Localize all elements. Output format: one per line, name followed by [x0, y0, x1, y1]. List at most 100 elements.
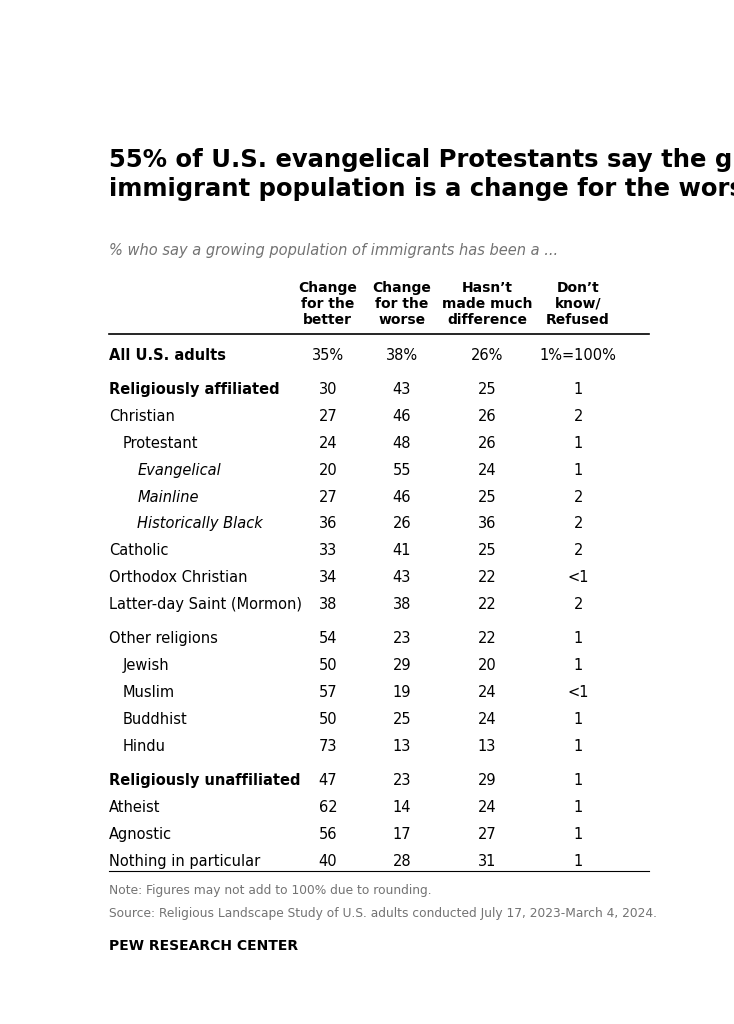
- Text: 33: 33: [319, 543, 337, 558]
- Text: 22: 22: [478, 632, 496, 646]
- Text: 25: 25: [478, 382, 496, 397]
- Text: 20: 20: [319, 463, 337, 478]
- Text: Historically Black: Historically Black: [137, 516, 263, 531]
- Text: 1: 1: [573, 712, 583, 727]
- Text: 56: 56: [319, 827, 337, 842]
- Text: 29: 29: [478, 773, 496, 788]
- Text: 2: 2: [573, 543, 583, 558]
- Text: 24: 24: [478, 712, 496, 727]
- Text: Jewish: Jewish: [123, 658, 170, 673]
- Text: Change
for the
worse: Change for the worse: [372, 281, 431, 327]
- Text: Religiously unaffiliated: Religiously unaffiliated: [109, 773, 300, 788]
- Text: Don’t
know/
Refused: Don’t know/ Refused: [546, 281, 610, 327]
- Text: 25: 25: [478, 543, 496, 558]
- Text: 40: 40: [319, 854, 337, 868]
- Text: 46: 46: [393, 410, 411, 424]
- Text: 26: 26: [393, 516, 411, 531]
- Text: 1: 1: [573, 463, 583, 478]
- Text: 54: 54: [319, 632, 337, 646]
- Text: 26%: 26%: [471, 347, 504, 362]
- Text: 41: 41: [393, 543, 411, 558]
- Text: Agnostic: Agnostic: [109, 827, 172, 842]
- Text: Evangelical: Evangelical: [137, 463, 221, 478]
- Text: 38: 38: [319, 597, 337, 611]
- Text: 19: 19: [393, 685, 411, 700]
- Text: Mainline: Mainline: [137, 489, 199, 505]
- Text: 36: 36: [319, 516, 337, 531]
- Text: 24: 24: [478, 463, 496, 478]
- Text: Protestant: Protestant: [123, 436, 198, 451]
- Text: 38: 38: [393, 597, 411, 611]
- Text: Muslim: Muslim: [123, 685, 175, 700]
- Text: 2: 2: [573, 489, 583, 505]
- Text: 2: 2: [573, 516, 583, 531]
- Text: 1%=100%: 1%=100%: [539, 347, 617, 362]
- Text: 1: 1: [573, 800, 583, 815]
- Text: 1: 1: [573, 773, 583, 788]
- Text: 26: 26: [478, 436, 496, 451]
- Text: 46: 46: [393, 489, 411, 505]
- Text: % who say a growing population of immigrants has been a ...: % who say a growing population of immigr…: [109, 243, 558, 258]
- Text: Source: Religious Landscape Study of U.S. adults conducted July 17, 2023-March 4: Source: Religious Landscape Study of U.S…: [109, 907, 657, 921]
- Text: Buddhist: Buddhist: [123, 712, 188, 727]
- Text: Change
for the
better: Change for the better: [299, 281, 357, 327]
- Text: 31: 31: [478, 854, 496, 868]
- Text: 23: 23: [393, 632, 411, 646]
- Text: Latter-day Saint (Mormon): Latter-day Saint (Mormon): [109, 597, 302, 611]
- Text: Other religions: Other religions: [109, 632, 218, 646]
- Text: Nothing in particular: Nothing in particular: [109, 854, 260, 868]
- Text: 13: 13: [478, 738, 496, 754]
- Text: 24: 24: [478, 685, 496, 700]
- Text: 28: 28: [393, 854, 411, 868]
- Text: 27: 27: [319, 410, 337, 424]
- Text: 13: 13: [393, 738, 411, 754]
- Text: 55% of U.S. evangelical Protestants say the growing
immigrant population is a ch: 55% of U.S. evangelical Protestants say …: [109, 148, 734, 201]
- Text: Christian: Christian: [109, 410, 175, 424]
- Text: 22: 22: [478, 570, 496, 585]
- Text: Catholic: Catholic: [109, 543, 168, 558]
- Text: Note: Figures may not add to 100% due to rounding.: Note: Figures may not add to 100% due to…: [109, 884, 432, 897]
- Text: 24: 24: [478, 800, 496, 815]
- Text: <1: <1: [567, 685, 589, 700]
- Text: 23: 23: [393, 773, 411, 788]
- Text: 55: 55: [393, 463, 411, 478]
- Text: Atheist: Atheist: [109, 800, 160, 815]
- Text: 25: 25: [393, 712, 411, 727]
- Text: 50: 50: [319, 658, 337, 673]
- Text: <1: <1: [567, 570, 589, 585]
- Text: Orthodox Christian: Orthodox Christian: [109, 570, 247, 585]
- Text: 22: 22: [478, 597, 496, 611]
- Text: 27: 27: [478, 827, 496, 842]
- Text: 34: 34: [319, 570, 337, 585]
- Text: 43: 43: [393, 570, 411, 585]
- Text: 20: 20: [478, 658, 496, 673]
- Text: All U.S. adults: All U.S. adults: [109, 347, 226, 362]
- Text: 62: 62: [319, 800, 337, 815]
- Text: 1: 1: [573, 632, 583, 646]
- Text: 36: 36: [478, 516, 496, 531]
- Text: 1: 1: [573, 854, 583, 868]
- Text: 25: 25: [478, 489, 496, 505]
- Text: 47: 47: [319, 773, 337, 788]
- Text: 29: 29: [393, 658, 411, 673]
- Text: Hasn’t
made much
difference: Hasn’t made much difference: [442, 281, 532, 327]
- Text: 2: 2: [573, 597, 583, 611]
- Text: PEW RESEARCH CENTER: PEW RESEARCH CENTER: [109, 939, 298, 953]
- Text: Hindu: Hindu: [123, 738, 166, 754]
- Text: 30: 30: [319, 382, 337, 397]
- Text: 2: 2: [573, 410, 583, 424]
- Text: 1: 1: [573, 382, 583, 397]
- Text: Religiously affiliated: Religiously affiliated: [109, 382, 280, 397]
- Text: 57: 57: [319, 685, 337, 700]
- Text: 43: 43: [393, 382, 411, 397]
- Text: 38%: 38%: [385, 347, 418, 362]
- Text: 1: 1: [573, 436, 583, 451]
- Text: 1: 1: [573, 827, 583, 842]
- Text: 24: 24: [319, 436, 337, 451]
- Text: 35%: 35%: [312, 347, 344, 362]
- Text: 1: 1: [573, 658, 583, 673]
- Text: 26: 26: [478, 410, 496, 424]
- Text: 48: 48: [393, 436, 411, 451]
- Text: 27: 27: [319, 489, 337, 505]
- Text: 17: 17: [393, 827, 411, 842]
